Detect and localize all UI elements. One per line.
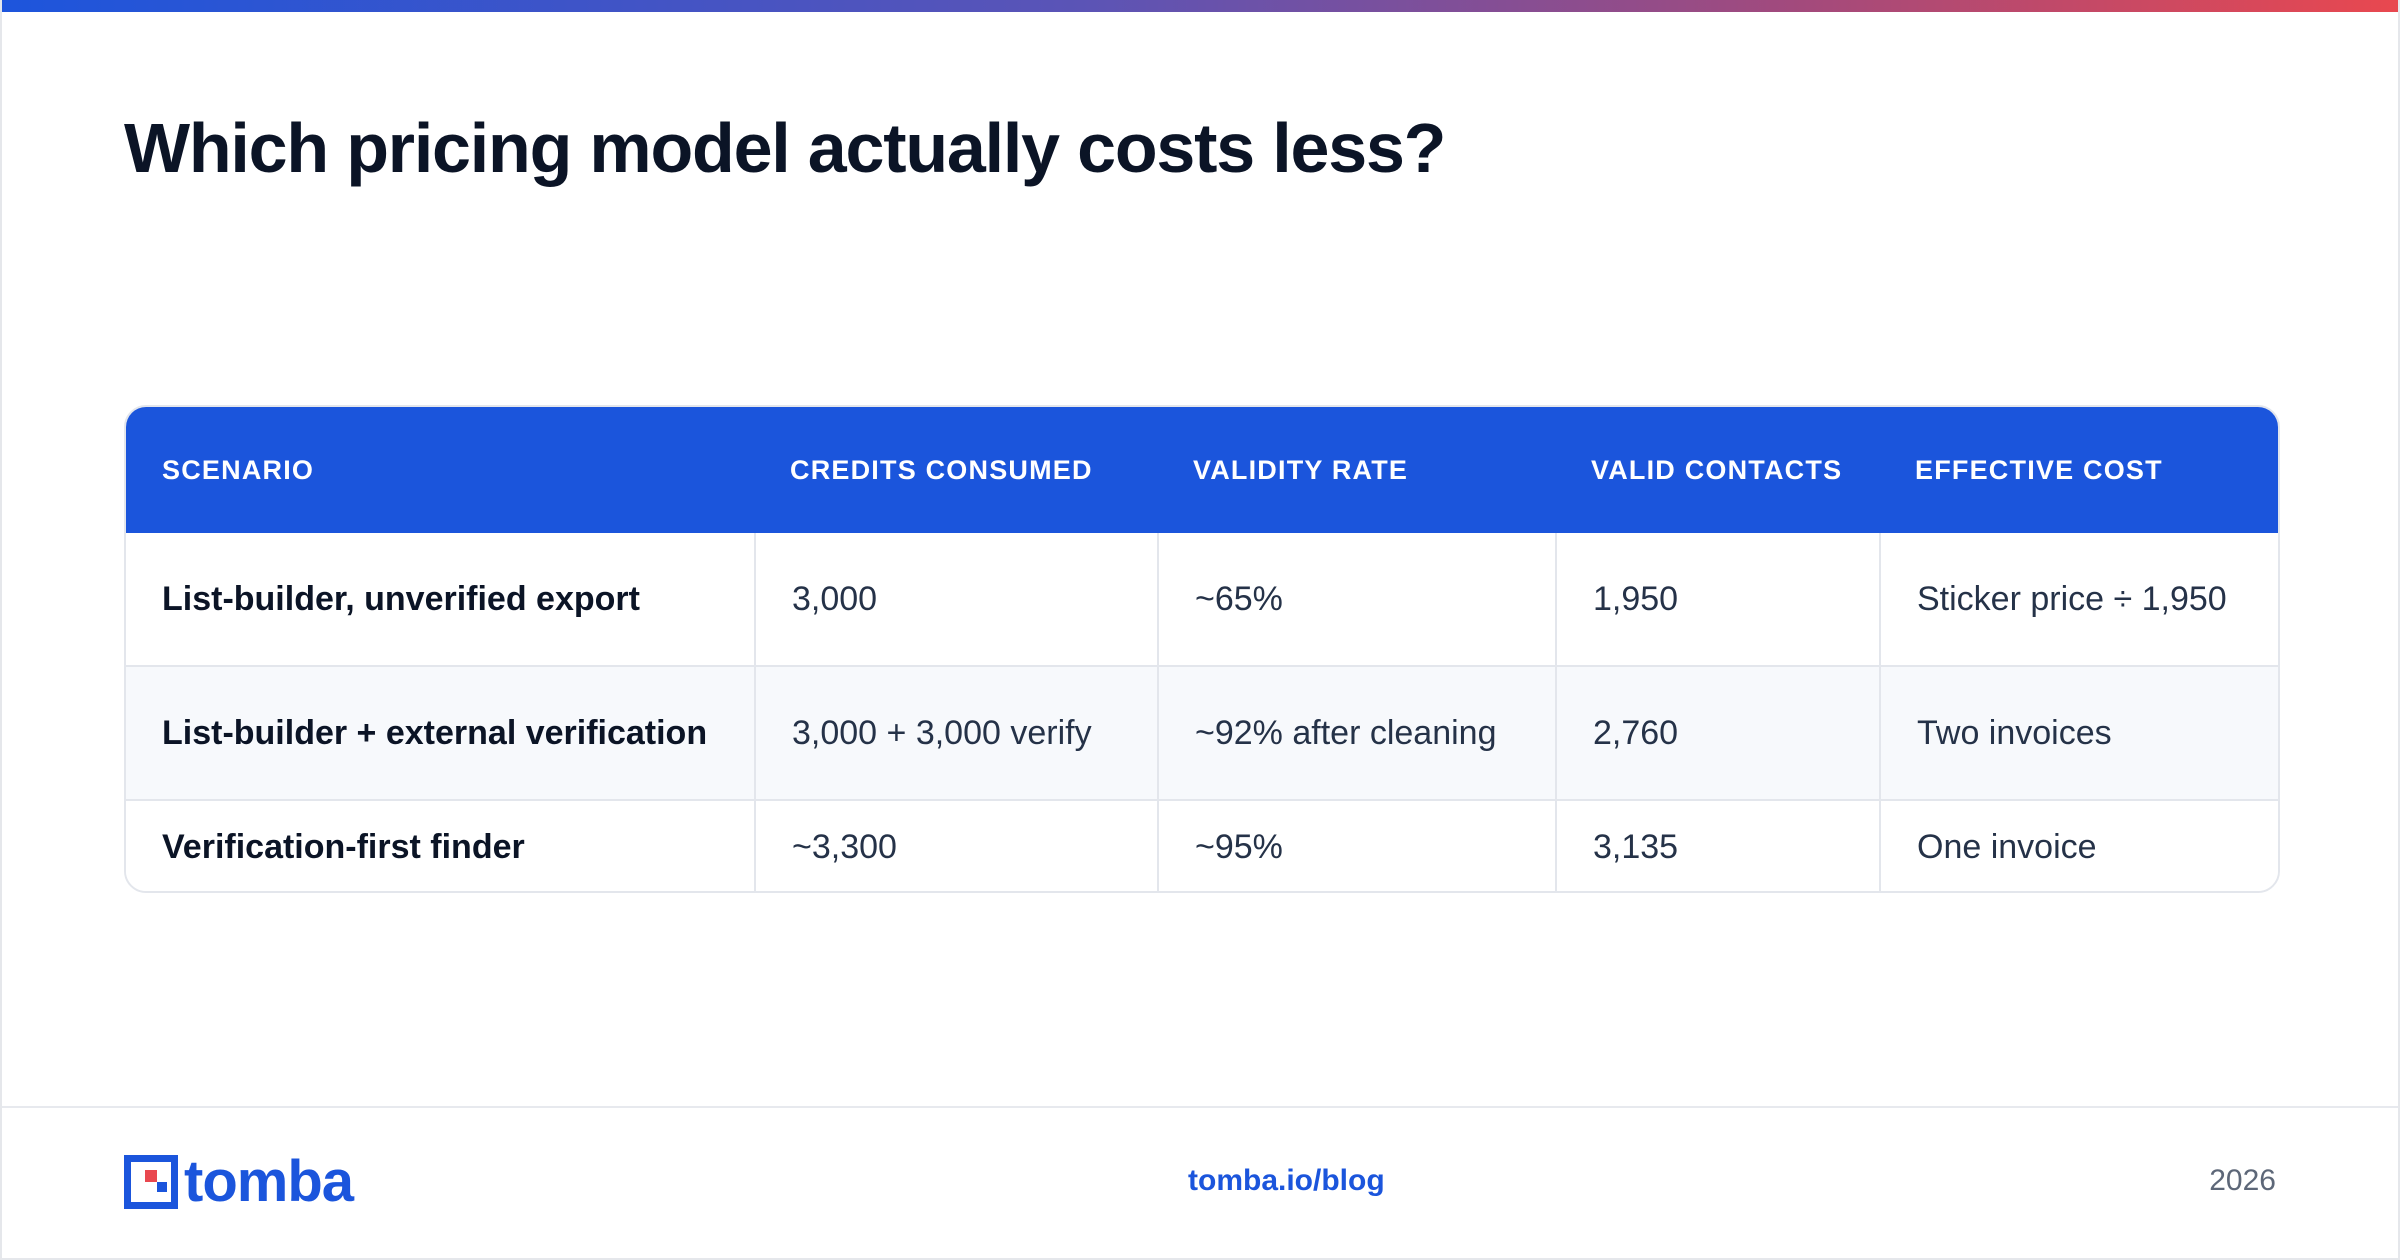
cell-validity-rate: ~92% after cleaning — [1157, 667, 1555, 799]
column-header-effective-cost: EFFECTIVE COST — [1915, 455, 2163, 485]
cell-credits-consumed: ~3,300 — [754, 801, 1157, 891]
cell-scenario: List-builder, unverified export — [162, 580, 640, 618]
cell-credits-consumed: 3,000 + 3,000 verify — [754, 667, 1157, 799]
cell-credits-consumed: 3,000 — [754, 533, 1157, 665]
gradient-accent-bar — [2, 0, 2398, 12]
column-header-credits-consumed: CREDITS CONSUMED — [790, 455, 1093, 485]
table-row: List-builder, unverified export 3,000 ~6… — [126, 533, 2278, 665]
cell-effective-cost: Two invoices — [1879, 667, 2278, 799]
cell-valid-contacts: 1,950 — [1555, 533, 1879, 665]
column-header-scenario: SCENARIO — [162, 455, 315, 485]
tomba-logo: tomba — [124, 1149, 354, 1214]
cell-validity-rate: ~65% — [1157, 533, 1555, 665]
table-header: SCENARIO CREDITS CONSUMED VALIDITY RATE … — [126, 407, 2278, 533]
cell-valid-contacts: 3,135 — [1555, 801, 1879, 891]
column-header-valid-contacts: VALID CONTACTS — [1591, 455, 1843, 485]
page-title: Which pricing model actually costs less? — [124, 109, 1446, 187]
cell-scenario: Verification-first finder — [162, 828, 525, 866]
column-header-validity-rate: VALIDITY RATE — [1193, 455, 1409, 485]
cell-validity-rate: ~95% — [1157, 801, 1555, 891]
tomba-logo-icon — [124, 1155, 178, 1209]
logo-wordmark: tomba — [184, 1149, 354, 1214]
pricing-comparison-table: SCENARIO CREDITS CONSUMED VALIDITY RATE … — [124, 405, 2280, 893]
blog-link[interactable]: tomba.io/blog — [1188, 1164, 1385, 1197]
table-row: Verification-first finder ~3,300 ~95% 3,… — [126, 799, 2278, 891]
cell-effective-cost: Sticker price ÷ 1,950 — [1879, 533, 2278, 665]
cell-scenario: List-builder + external verification — [162, 714, 708, 752]
cell-valid-contacts: 2,760 — [1555, 667, 1879, 799]
footer-year: 2026 — [2209, 1164, 2276, 1197]
cell-effective-cost: One invoice — [1879, 801, 2278, 891]
footer-divider — [2, 1106, 2398, 1108]
table-row: List-builder + external verification 3,0… — [126, 665, 2278, 799]
